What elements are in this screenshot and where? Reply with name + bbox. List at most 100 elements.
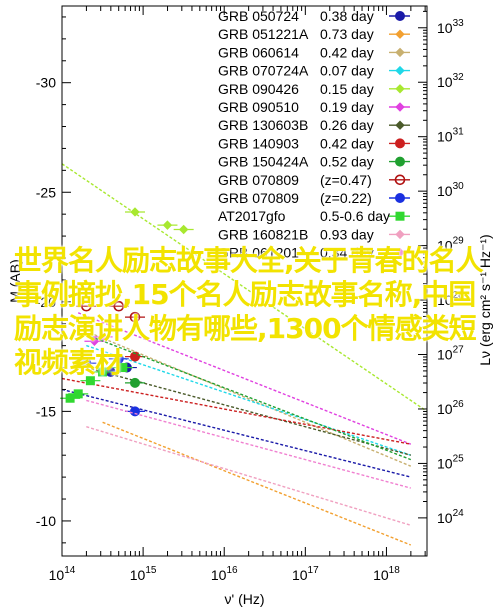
- legend-name: GRB 160821B: [218, 226, 308, 242]
- legend-time: 0.93 day: [320, 226, 374, 242]
- series-grb-050724: [61, 362, 411, 478]
- data-point: [395, 84, 405, 94]
- data-point: [395, 138, 405, 149]
- series-grb-070724a: [86, 344, 412, 456]
- legend-entry: GRB 090426 0.15 day: [218, 81, 410, 97]
- series-grb-061201: [86, 399, 411, 489]
- data-point: [395, 120, 405, 130]
- series-layer: [60, 163, 428, 546]
- legend-entry: AT2017gfo 0.5-0.6 day: [218, 208, 410, 224]
- data-point: [395, 65, 405, 76]
- x-tick-label: 1016: [211, 565, 238, 583]
- y-right-tick-label: 1032: [437, 72, 464, 90]
- legend-entry: GRB 090510 0.19 day: [218, 99, 410, 115]
- y-right-tick-label: 1031: [437, 127, 464, 145]
- legend-time: (z=0.22): [320, 190, 372, 206]
- legend-time: 0.5-0.6 day: [320, 208, 390, 224]
- y-left-tick-label: -30: [36, 75, 56, 91]
- legend-name: GRB 090510: [218, 99, 299, 115]
- data-point: [395, 47, 405, 58]
- legend-entry: GRB 160821B 0.93 day: [218, 226, 410, 242]
- legend-name: GRB 070724A: [218, 63, 309, 79]
- y-right-tick-label: 1025: [437, 453, 464, 471]
- y-right-tick-label: 1026: [437, 399, 464, 417]
- series-line: [102, 421, 412, 546]
- x-axis-title: ν' (Hz): [225, 591, 265, 607]
- series-grb-150424a: [86, 334, 412, 461]
- axes: 1014 1015 1016 1017 1018 -10 -15 -20 -25 -30 1024 1…: [7, 5, 493, 607]
- legend-time: 0.73 day: [320, 26, 374, 42]
- data-point: [395, 193, 405, 203]
- data-point: [395, 247, 405, 258]
- data-point: [118, 363, 128, 373]
- legend-name: GRB 051221A: [218, 26, 309, 42]
- legend-name: GRB 060614: [218, 44, 299, 60]
- legend-time: 0.19 day: [320, 99, 374, 115]
- legend-name: GRB 050724: [218, 8, 299, 24]
- series-line: [86, 399, 411, 489]
- data-point: [395, 229, 405, 240]
- series-grb-051221a: [102, 421, 412, 546]
- x-tick-label: 1018: [373, 565, 400, 583]
- legend-entry: GRB 140903 0.42 day: [218, 135, 410, 151]
- data-point: [73, 389, 83, 399]
- y-right-tick-label: 1033: [437, 18, 464, 36]
- legend-time: 0.52 day: [320, 154, 374, 170]
- legend-entry: GRB 130603B 0.26 day: [218, 117, 410, 133]
- legend-time: 0.42 day: [320, 44, 374, 60]
- y-right-tick-label: 1024: [437, 508, 464, 526]
- y-left-tick-label: -25: [36, 184, 56, 200]
- data-point: [65, 393, 75, 403]
- series-at2017gfo: [60, 363, 133, 403]
- series-grb-060614: [94, 334, 412, 467]
- plot-frame: [61, 5, 428, 557]
- y-left-tick-label: -10: [36, 513, 56, 529]
- data-point: [81, 300, 92, 312]
- data-point: [85, 376, 95, 386]
- y-left-tick-label: -20: [36, 294, 56, 310]
- y-right-tick-label: 1028: [437, 290, 464, 308]
- data-point: [395, 102, 405, 112]
- y-right-tick-label: 1027: [437, 345, 464, 363]
- legend-name: GRB 150424A: [218, 154, 309, 170]
- data-point: [178, 224, 189, 235]
- legend-time: 0.15 day: [320, 81, 374, 97]
- series-grb-070809: [76, 300, 145, 323]
- legend-name: AT2017gfo: [218, 208, 286, 224]
- data-point: [395, 211, 405, 221]
- legend-time: 0.38 day: [320, 8, 374, 24]
- legend-name: GRB 070809: [218, 190, 299, 206]
- legend-entry: GRB 061201 0.34 day: [218, 245, 410, 261]
- x-tick-label: 1014: [49, 565, 76, 583]
- legend-name: GRB 140903: [218, 135, 299, 151]
- data-point: [98, 367, 108, 377]
- data-point: [130, 406, 140, 417]
- legend-time: 0.42 day: [320, 135, 374, 151]
- legend-entry: GRB 070809 (z=0.47): [218, 172, 410, 188]
- series-line: [86, 366, 411, 456]
- y-left-axis-title: M (AB): [7, 259, 23, 303]
- y-right-tick-label: 1030: [437, 181, 464, 199]
- series-line: [86, 344, 412, 456]
- legend-entry: GRB 050724 0.38 day: [218, 8, 410, 24]
- data-point: [130, 351, 140, 362]
- legend-entry: GRB 070809 (z=0.22): [218, 190, 410, 206]
- data-point: [394, 174, 406, 186]
- legend-name: GRB 070809: [218, 172, 299, 188]
- data-point: [113, 300, 125, 312]
- series-line: [86, 426, 412, 526]
- watermark-overlay: 世界名人励志故事大全,关于青春的名人事例摘抄,15个名人励志故事名称,中国励志演…: [14, 244, 484, 379]
- y-left-tick-label: -15: [36, 403, 56, 419]
- series-line: [86, 334, 412, 461]
- data-point: [395, 29, 405, 39]
- series-line: [61, 377, 411, 445]
- legend-time: 0.26 day: [320, 117, 374, 133]
- data-point: [395, 11, 405, 21]
- legend-name: GRB 090426: [218, 81, 299, 97]
- series-line: [61, 163, 428, 412]
- legend-entry: GRB 060614 0.42 day: [218, 44, 410, 60]
- y-right-axis-title: Lν (erg cm² s⁻¹ Hz⁻¹): [477, 234, 493, 365]
- legend: GRB 050724 0.38 day GRB 051221A 0.73 day GRB…: [218, 8, 410, 261]
- series-grb-130603b: [86, 366, 411, 456]
